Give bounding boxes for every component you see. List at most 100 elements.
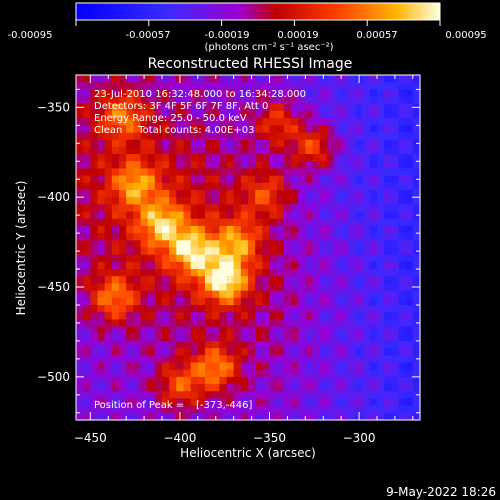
heatmap-cell <box>104 96 113 105</box>
heatmap-cell <box>76 233 84 241</box>
heatmap-cell <box>348 118 357 126</box>
heatmap-cell <box>233 405 242 414</box>
heatmap-cell <box>183 369 192 378</box>
heatmap-cell <box>140 118 149 126</box>
heatmap-cell <box>97 290 106 299</box>
heatmap-cell <box>183 190 192 198</box>
heatmap-cell <box>154 154 163 162</box>
heatmap-cell <box>412 118 421 126</box>
heatmap-cell <box>176 283 185 292</box>
heatmap-cell <box>348 132 357 141</box>
heatmap-cell <box>362 412 371 421</box>
heatmap-cell <box>83 276 91 285</box>
heatmap-cell <box>391 247 400 256</box>
heatmap-cell <box>248 218 256 227</box>
heatmap-cell <box>83 247 91 256</box>
heatmap-cell <box>405 391 414 400</box>
heatmap-cell <box>248 405 256 414</box>
heatmap-cell <box>83 333 91 342</box>
heatmap-cell <box>212 340 220 349</box>
heatmap-cell <box>97 405 106 414</box>
heatmap-cell <box>154 276 163 285</box>
heatmap-cell <box>398 139 407 148</box>
heatmap-cell <box>283 225 292 234</box>
heatmap-cell <box>384 96 392 105</box>
heatmap-cell <box>283 204 292 213</box>
heatmap-cell <box>154 384 163 392</box>
heatmap-cell <box>398 89 407 98</box>
heatmap-cell <box>212 161 220 170</box>
heatmap-cell <box>97 398 106 407</box>
heatmap-cell <box>412 132 421 141</box>
heatmap-cell <box>334 340 342 349</box>
heatmap-cell <box>154 175 163 184</box>
heatmap-cell <box>291 405 299 414</box>
heatmap-cell <box>369 261 378 270</box>
heatmap-cell <box>348 276 357 285</box>
heatmap-cell <box>391 261 400 270</box>
heatmap-cell <box>255 312 263 320</box>
heatmap-cell <box>377 218 385 227</box>
heatmap-cell <box>348 139 357 148</box>
heatmap-cell <box>255 398 263 407</box>
heatmap-cell <box>391 139 400 148</box>
heatmap-cell <box>126 82 134 90</box>
heatmap-cell <box>305 204 314 213</box>
heatmap-cell <box>312 82 321 90</box>
heatmap-cell <box>90 333 99 342</box>
heatmap-cell <box>269 182 278 191</box>
heatmap-cell <box>326 240 335 249</box>
heatmap-cell <box>262 254 271 263</box>
heatmap-cell <box>212 218 220 227</box>
heatmap-cell <box>162 110 170 119</box>
heatmap-cell <box>283 398 292 407</box>
heatmap-cell <box>169 240 177 249</box>
heatmap-cell <box>76 82 84 90</box>
heatmap-cell <box>233 197 242 205</box>
heatmap-cell <box>283 240 292 249</box>
heatmap-cell <box>126 161 134 170</box>
heatmap-cell <box>119 340 127 349</box>
heatmap-cell <box>283 247 292 256</box>
heatmap-cell <box>412 197 421 205</box>
heatmap-cell <box>362 125 371 134</box>
heatmap-cell <box>147 110 156 119</box>
heatmap-cell <box>384 276 392 285</box>
heatmap-cell <box>384 269 392 277</box>
heatmap-cell <box>326 118 335 126</box>
heatmap-cell <box>111 391 120 400</box>
heatmap-cell <box>298 211 306 220</box>
heatmap-cell <box>405 211 414 220</box>
heatmap-cell <box>76 376 84 385</box>
heatmap-cell <box>133 261 142 270</box>
heatmap-cell <box>126 283 134 292</box>
heatmap-cell <box>355 261 364 270</box>
heatmap-cell <box>76 348 84 356</box>
heatmap-cell <box>126 225 134 234</box>
heatmap-cell <box>326 75 335 83</box>
heatmap-cell <box>169 391 177 400</box>
heatmap-cell <box>83 269 91 277</box>
heatmap-cell <box>97 254 106 263</box>
heatmap-cell <box>362 312 371 320</box>
heatmap-cell <box>97 326 106 335</box>
heatmap-cell <box>154 283 163 292</box>
heatmap-cell <box>126 276 134 285</box>
heatmap-cell <box>341 412 349 421</box>
heatmap-cell <box>362 225 371 234</box>
heatmap-cell <box>377 261 385 270</box>
heatmap-cell <box>240 261 249 270</box>
heatmap-cell <box>126 139 134 148</box>
heatmap-cell <box>197 276 206 285</box>
heatmap-cell <box>384 103 392 112</box>
heatmap-cell <box>190 369 199 378</box>
heatmap-cell <box>312 218 321 227</box>
heatmap-cell <box>362 132 371 141</box>
heatmap-cell <box>133 326 142 335</box>
heatmap-cell <box>312 333 321 342</box>
heatmap-cell <box>197 297 206 306</box>
heatmap-cell <box>197 190 206 198</box>
heatmap-cell <box>248 305 256 313</box>
heatmap-cell <box>219 348 228 356</box>
heatmap-cell <box>176 391 185 400</box>
